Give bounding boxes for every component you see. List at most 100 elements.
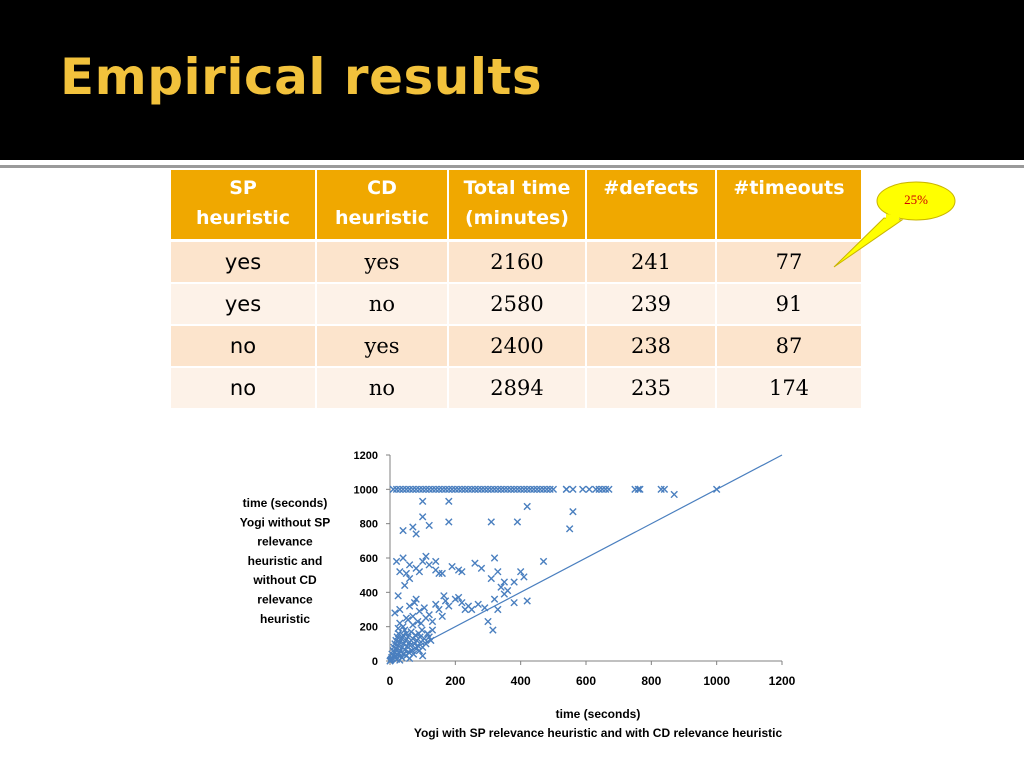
data-point xyxy=(415,568,424,576)
data-point xyxy=(396,605,404,614)
x-tick-label: 200 xyxy=(445,674,465,688)
data-point xyxy=(598,485,607,494)
data-point xyxy=(458,598,466,607)
data-point xyxy=(412,595,420,603)
diagonal-reference-line xyxy=(389,454,783,662)
data-point xyxy=(435,485,443,494)
cell-cd: yes xyxy=(316,240,449,284)
data-point xyxy=(458,568,466,576)
data-point xyxy=(445,497,453,506)
table-row: no no 2894 235 174 xyxy=(171,367,863,410)
data-point xyxy=(464,485,473,494)
y-axis-label-line: heuristic xyxy=(260,612,310,626)
data-point xyxy=(428,626,437,634)
data-point xyxy=(435,569,443,578)
data-point xyxy=(438,485,446,494)
data-point xyxy=(420,634,428,643)
data-point xyxy=(432,557,440,566)
data-point xyxy=(401,626,409,634)
data-point xyxy=(409,621,417,629)
data-point xyxy=(634,485,642,494)
data-point xyxy=(448,562,456,571)
header-defects: #defects xyxy=(586,170,717,242)
data-point xyxy=(516,568,525,576)
data-point xyxy=(657,485,665,494)
data-point xyxy=(458,485,466,494)
y-tick-label: 400 xyxy=(360,587,378,599)
data-point xyxy=(402,569,411,578)
y-axis-label-line: time (seconds) xyxy=(243,496,328,510)
data-point xyxy=(516,485,525,494)
callout-pointer-cover xyxy=(886,214,899,220)
data-point xyxy=(592,485,600,494)
data-point xyxy=(520,573,528,581)
cell-defects: 241 xyxy=(586,240,717,284)
data-point xyxy=(471,485,479,494)
results-table: SP heuristic CD heuristic Total time (minut… xyxy=(171,170,863,410)
data-point xyxy=(435,605,443,614)
cell-defects: 238 xyxy=(586,325,717,368)
y-tick-label: 1000 xyxy=(354,484,378,496)
data-point xyxy=(412,530,420,538)
data-point xyxy=(595,485,603,494)
x-axis-label-line: Yogi with SP relevance heuristic and wit… xyxy=(414,726,783,740)
data-point xyxy=(477,485,486,494)
data-point xyxy=(425,610,433,619)
data-point xyxy=(418,513,427,521)
data-point xyxy=(394,624,402,633)
data-point xyxy=(401,581,409,590)
data-point xyxy=(474,600,482,609)
data-point xyxy=(601,485,610,494)
data-point xyxy=(438,612,446,621)
y-axis-label-line: without CD xyxy=(252,573,317,587)
x-tick-labels: 0 200 400 600 800 1000 1200 xyxy=(387,674,796,688)
data-point xyxy=(510,578,518,586)
data-point xyxy=(405,561,414,569)
y-axis-label-line: Yogi without SP xyxy=(240,515,330,529)
data-point xyxy=(523,485,531,494)
data-point xyxy=(425,561,433,569)
cell-timeouts: 174 xyxy=(716,367,863,410)
data-point xyxy=(454,593,463,602)
cell-timeouts: 77 xyxy=(716,240,863,284)
data-point xyxy=(409,485,417,494)
data-point xyxy=(392,557,401,566)
data-point xyxy=(503,485,512,494)
data-point xyxy=(636,485,644,494)
cell-sp: no xyxy=(171,367,317,410)
table-row: yes no 2580 239 91 xyxy=(171,283,863,326)
data-point xyxy=(526,485,535,494)
x-tick-label: 400 xyxy=(511,674,531,688)
data-point xyxy=(477,564,486,572)
data-point xyxy=(536,485,544,494)
data-point xyxy=(454,485,463,494)
data-point xyxy=(425,485,433,494)
data-point xyxy=(428,617,437,626)
cell-sp: no xyxy=(171,325,317,368)
callout-text: 25% xyxy=(904,192,928,207)
y-axis-label-line: relevance xyxy=(257,593,313,607)
table-row: no yes 2400 238 87 xyxy=(171,325,863,368)
data-point xyxy=(445,602,453,610)
data-point xyxy=(418,626,426,634)
data-point xyxy=(520,485,528,494)
cell-total-time: 2894 xyxy=(448,367,587,410)
data-point xyxy=(565,525,574,533)
data-point xyxy=(569,485,577,494)
y-tick-label: 0 xyxy=(372,656,378,668)
data-point xyxy=(432,485,440,494)
data-point xyxy=(562,485,571,494)
data-point xyxy=(441,485,450,494)
header-total-time: Total time (minutes) xyxy=(448,170,587,242)
data-point xyxy=(500,485,509,494)
data-point xyxy=(490,595,499,603)
header-timeouts: #timeouts xyxy=(716,170,863,242)
data-point xyxy=(451,485,460,494)
data-point xyxy=(585,485,593,494)
table-header-row: SP heuristic CD heuristic Total time (minut… xyxy=(171,170,863,242)
x-axis-label: time (seconds) Yogi with SP relevance heu… xyxy=(414,707,783,740)
data-point xyxy=(405,654,414,663)
data-point xyxy=(440,592,448,600)
chart-axes xyxy=(386,454,783,665)
data-point xyxy=(399,485,407,494)
